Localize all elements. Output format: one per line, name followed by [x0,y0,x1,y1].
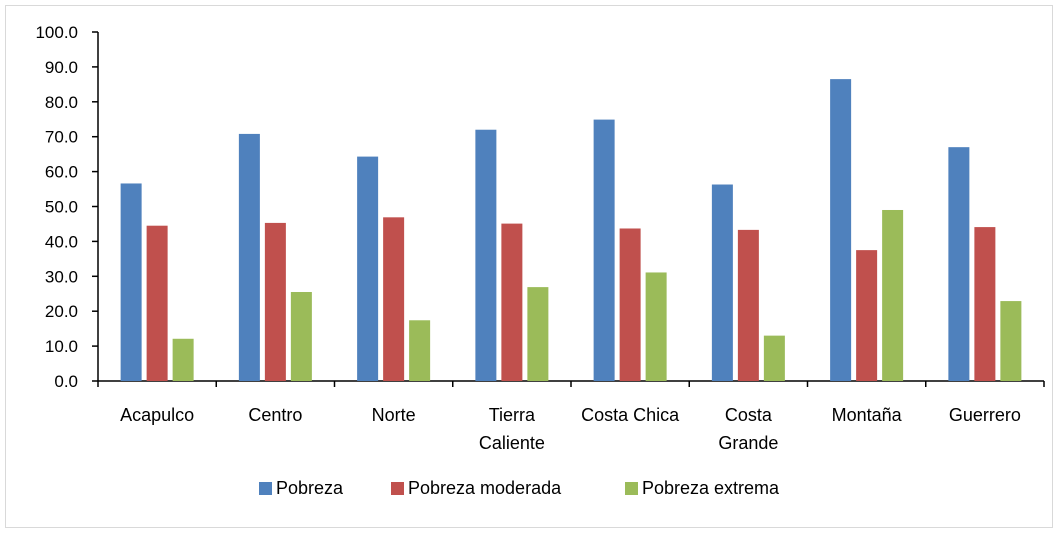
x-category-label: Centro [248,405,302,425]
bar-pobreza [830,79,852,382]
bar-pobreza [238,133,260,381]
x-category-label: Costa Chica [581,405,680,425]
bar-pobreza-extrema [527,287,549,381]
y-tick-label: 0.0 [54,372,78,391]
bar-pobreza-moderada [264,222,286,381]
x-category-label: Caliente [479,433,545,453]
bar-pobreza-moderada [856,250,878,381]
bar-pobreza [948,147,970,381]
bar-pobreza [475,129,497,381]
chart-frame: 0.0 10.0 20.0 30.0 40.0 50.0 60.0 70.0 80.0 90.0 1… [5,5,1053,528]
bar-pobreza-moderada [383,217,405,381]
y-tick-label: 30.0 [45,267,78,286]
legend-label: Pobreza moderada [408,478,562,498]
legend-swatch-pobreza [259,482,272,495]
y-tick-label: 10.0 [45,337,78,356]
bar-chart: 0.0 10.0 20.0 30.0 40.0 50.0 60.0 70.0 80.0 90.0 1… [35,23,1045,498]
y-tick-label: 90.0 [45,58,78,77]
bar-pobreza-extrema [645,272,667,381]
bar-pobreza-extrema [763,335,785,381]
bar-pobreza-extrema [1000,301,1022,381]
y-tick-label: 40.0 [45,232,78,251]
bar-pobreza-moderada [146,225,168,381]
x-category-label: Grande [718,433,778,453]
bar-pobreza-extrema [290,292,312,381]
x-category-label: Costa [725,405,773,425]
x-category-label: Norte [372,405,416,425]
bar-pobreza [120,183,142,381]
bar-pobreza-moderada [737,229,759,381]
y-tick-label: 70.0 [45,128,78,147]
y-tick-label: 50.0 [45,198,78,217]
bar-pobreza-moderada [974,227,996,381]
x-category-label: Guerrero [949,405,1021,425]
y-tick-label: 60.0 [45,163,78,182]
bar-pobreza-moderada [501,223,523,381]
x-category-label: Acapulco [120,405,194,425]
bar-pobreza [593,119,615,381]
bar-pobreza [357,156,379,381]
y-tick-label: 80.0 [45,93,78,112]
legend-label: Pobreza extrema [642,478,780,498]
bar-pobreza [711,184,733,381]
y-tick-label: 100.0 [35,23,78,42]
bar-pobreza-extrema [172,338,194,381]
y-tick-label: 20.0 [45,302,78,321]
legend-swatch-pobreza-moderada [391,482,404,495]
legend-swatch-pobreza-extrema [625,482,638,495]
legend-label: Pobreza [276,478,344,498]
x-category-label: Montaña [832,405,903,425]
bar-pobreza-extrema [882,209,904,381]
x-category-label: Tierra [489,405,536,425]
bar-pobreza-moderada [619,228,641,381]
bar-pobreza-extrema [409,320,431,381]
